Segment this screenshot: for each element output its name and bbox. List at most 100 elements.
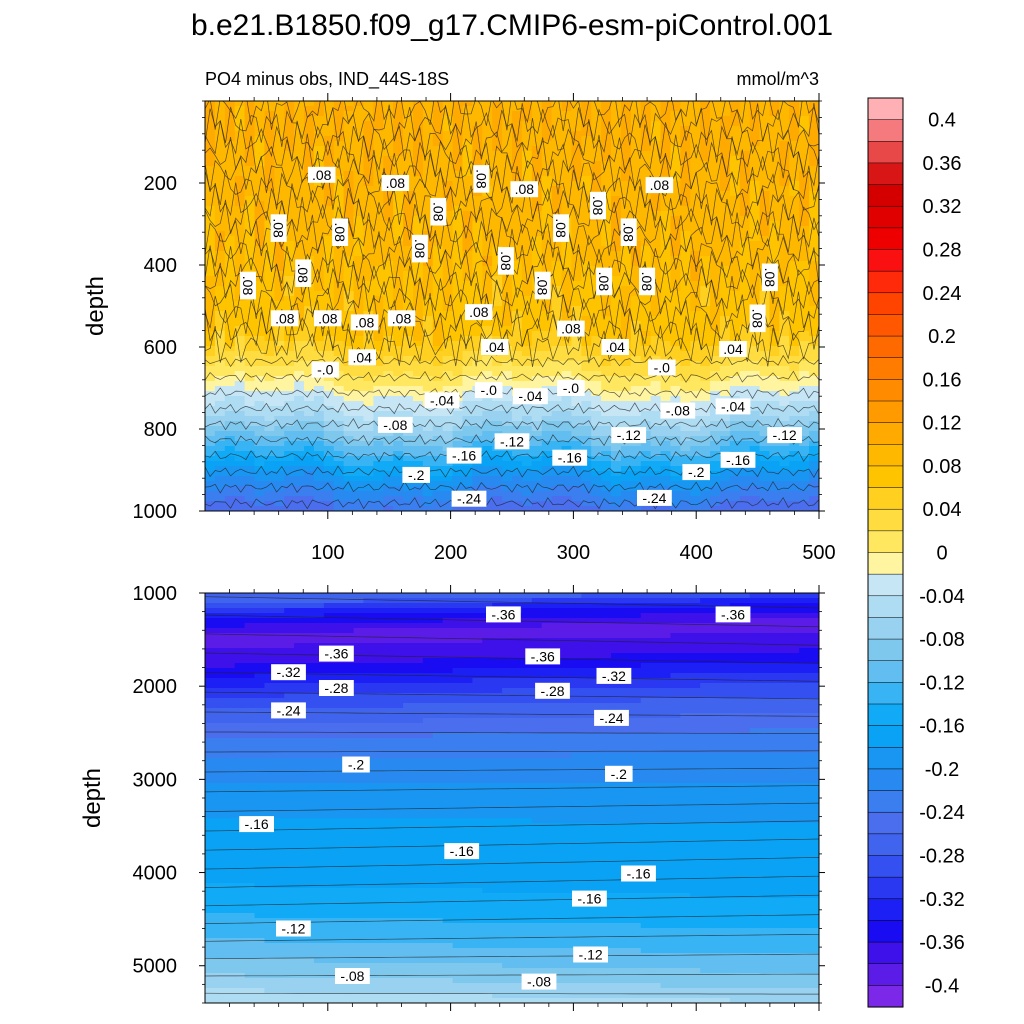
upper-field-cell <box>224 151 236 157</box>
upper-field-cell <box>789 156 800 162</box>
upper-field-cell <box>313 236 325 242</box>
upper-field-cell <box>304 301 315 307</box>
upper-field-cell <box>571 396 582 402</box>
upper-field-cell <box>472 296 483 302</box>
upper-field-cell <box>363 486 374 492</box>
upper-field-cell <box>274 256 285 262</box>
upper-field-cell <box>462 126 473 132</box>
upper-field-cell <box>224 261 236 267</box>
upper-field-cell <box>284 431 295 437</box>
upper-field-cell <box>373 316 384 322</box>
upper-field-cell <box>284 281 295 287</box>
upper-field-cell <box>462 441 473 447</box>
upper-field-cell <box>304 111 315 117</box>
upper-field-cell <box>234 171 246 177</box>
upper-field-cell <box>809 136 819 142</box>
upper-field-cell <box>729 171 741 177</box>
upper-field-cell <box>591 241 602 247</box>
upper-field-cell <box>373 141 384 147</box>
upper-field-cell <box>690 441 701 447</box>
upper-field-cell <box>512 251 523 257</box>
upper-field-cell <box>739 326 751 332</box>
upper-field-cell <box>244 436 256 442</box>
upper-field-cell <box>670 136 681 142</box>
upper-field-cell <box>561 426 573 432</box>
upper-field-cell <box>254 181 266 187</box>
upper-field-cell <box>670 386 681 392</box>
upper-field-cell <box>690 226 701 232</box>
upper-field-cell <box>650 451 662 457</box>
upper-field-cell <box>561 116 573 122</box>
upper-field-cell <box>630 376 642 382</box>
upper-field-cell <box>492 141 503 147</box>
upper-field-cell <box>531 376 543 382</box>
upper-field-cell <box>353 141 365 147</box>
upper-field-cell <box>422 161 434 167</box>
upper-field-cell <box>789 456 800 462</box>
upper-field-cell <box>601 141 612 147</box>
upper-field-cell <box>313 396 325 402</box>
upper-field-cell <box>422 316 434 322</box>
upper-field-cell <box>403 161 414 167</box>
upper-field-cell <box>264 441 275 447</box>
upper-field-cell <box>620 356 632 362</box>
upper-field-cell <box>581 266 592 272</box>
upper-field-cell <box>343 146 355 152</box>
upper-field-cell <box>482 291 493 297</box>
upper-field-cell <box>700 496 711 502</box>
upper-field-cell <box>521 316 533 322</box>
upper-field-cell <box>373 271 384 277</box>
upper-field-cell <box>502 176 513 182</box>
upper-field-cell <box>660 426 672 432</box>
upper-field-cell <box>442 431 454 437</box>
upper-field-cell <box>640 166 652 172</box>
upper-field-cell <box>294 156 305 162</box>
upper-field-cell <box>531 441 543 447</box>
upper-field-cell <box>254 326 266 332</box>
upper-field-cell <box>512 461 523 467</box>
upper-field-cell <box>274 381 285 387</box>
upper-field-cell <box>809 356 819 362</box>
upper-field-cell <box>264 221 275 227</box>
upper-field-cell <box>343 186 355 192</box>
upper-field-cell <box>492 291 503 297</box>
upper-field-cell <box>799 101 810 107</box>
upper-field-cell <box>779 421 790 427</box>
upper-field-cell <box>789 201 800 207</box>
upper-field-cell <box>541 176 553 182</box>
upper-field-cell <box>313 116 325 122</box>
upper-field-cell <box>452 226 464 232</box>
upper-field-cell <box>393 206 404 212</box>
upper-field-cell <box>363 161 374 167</box>
upper-field-cell <box>779 111 790 117</box>
upper-field-cell <box>512 481 523 487</box>
upper-field-cell <box>234 401 246 407</box>
upper-field-cell <box>482 216 493 222</box>
upper-field-cell <box>373 466 384 472</box>
upper-field-cell <box>551 401 563 407</box>
upper-field-cell <box>551 356 563 362</box>
upper-field-cell <box>284 386 295 392</box>
upper-field-cell <box>244 111 256 117</box>
upper-field-cell <box>294 121 305 127</box>
upper-field-cell <box>640 241 652 247</box>
upper-field-cell <box>323 336 335 342</box>
upper-field-cell <box>601 446 612 452</box>
upper-field-cell <box>214 376 226 382</box>
upper-field-cell <box>462 361 473 367</box>
upper-field-cell <box>690 206 701 212</box>
upper-field-cell <box>403 226 414 232</box>
upper-field-cell <box>611 366 622 372</box>
upper-field-cell <box>492 296 503 302</box>
upper-field-cell <box>403 206 414 212</box>
upper-field-cell <box>690 211 701 217</box>
upper-field-cell <box>591 391 602 397</box>
upper-field-cell <box>462 321 473 327</box>
upper-field-cell <box>809 221 819 227</box>
upper-field-cell <box>521 236 533 242</box>
upper-field-cell <box>690 446 701 452</box>
upper-field-cell <box>412 481 424 487</box>
upper-field-cell <box>581 471 592 477</box>
upper-field-cell <box>254 186 266 192</box>
upper-field-cell <box>214 101 226 107</box>
